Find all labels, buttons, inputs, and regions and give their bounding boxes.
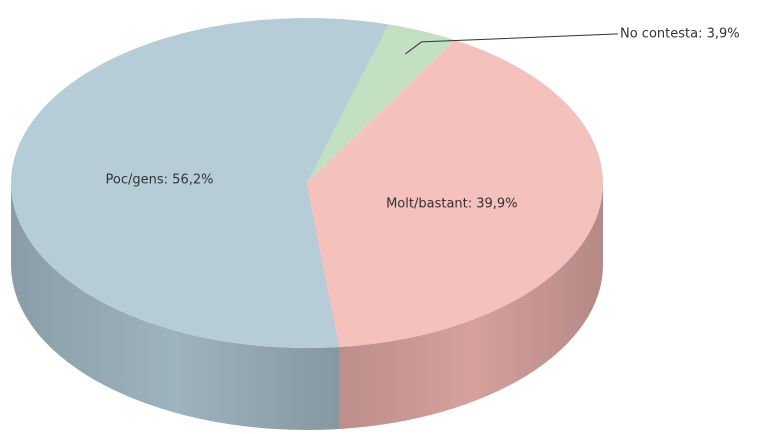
slice (11, 18, 389, 348)
slice (307, 40, 603, 347)
slice-side-shade (339, 183, 603, 429)
data-label: Poc/gens: 56,2% (106, 173, 214, 188)
data-label: Molt/bastant: 39,9% (386, 196, 517, 211)
slice (307, 24, 456, 184)
slice-side-shade (11, 183, 340, 430)
leader-line (405, 33, 619, 55)
data-label: No contesta: 3,9% (620, 26, 740, 41)
